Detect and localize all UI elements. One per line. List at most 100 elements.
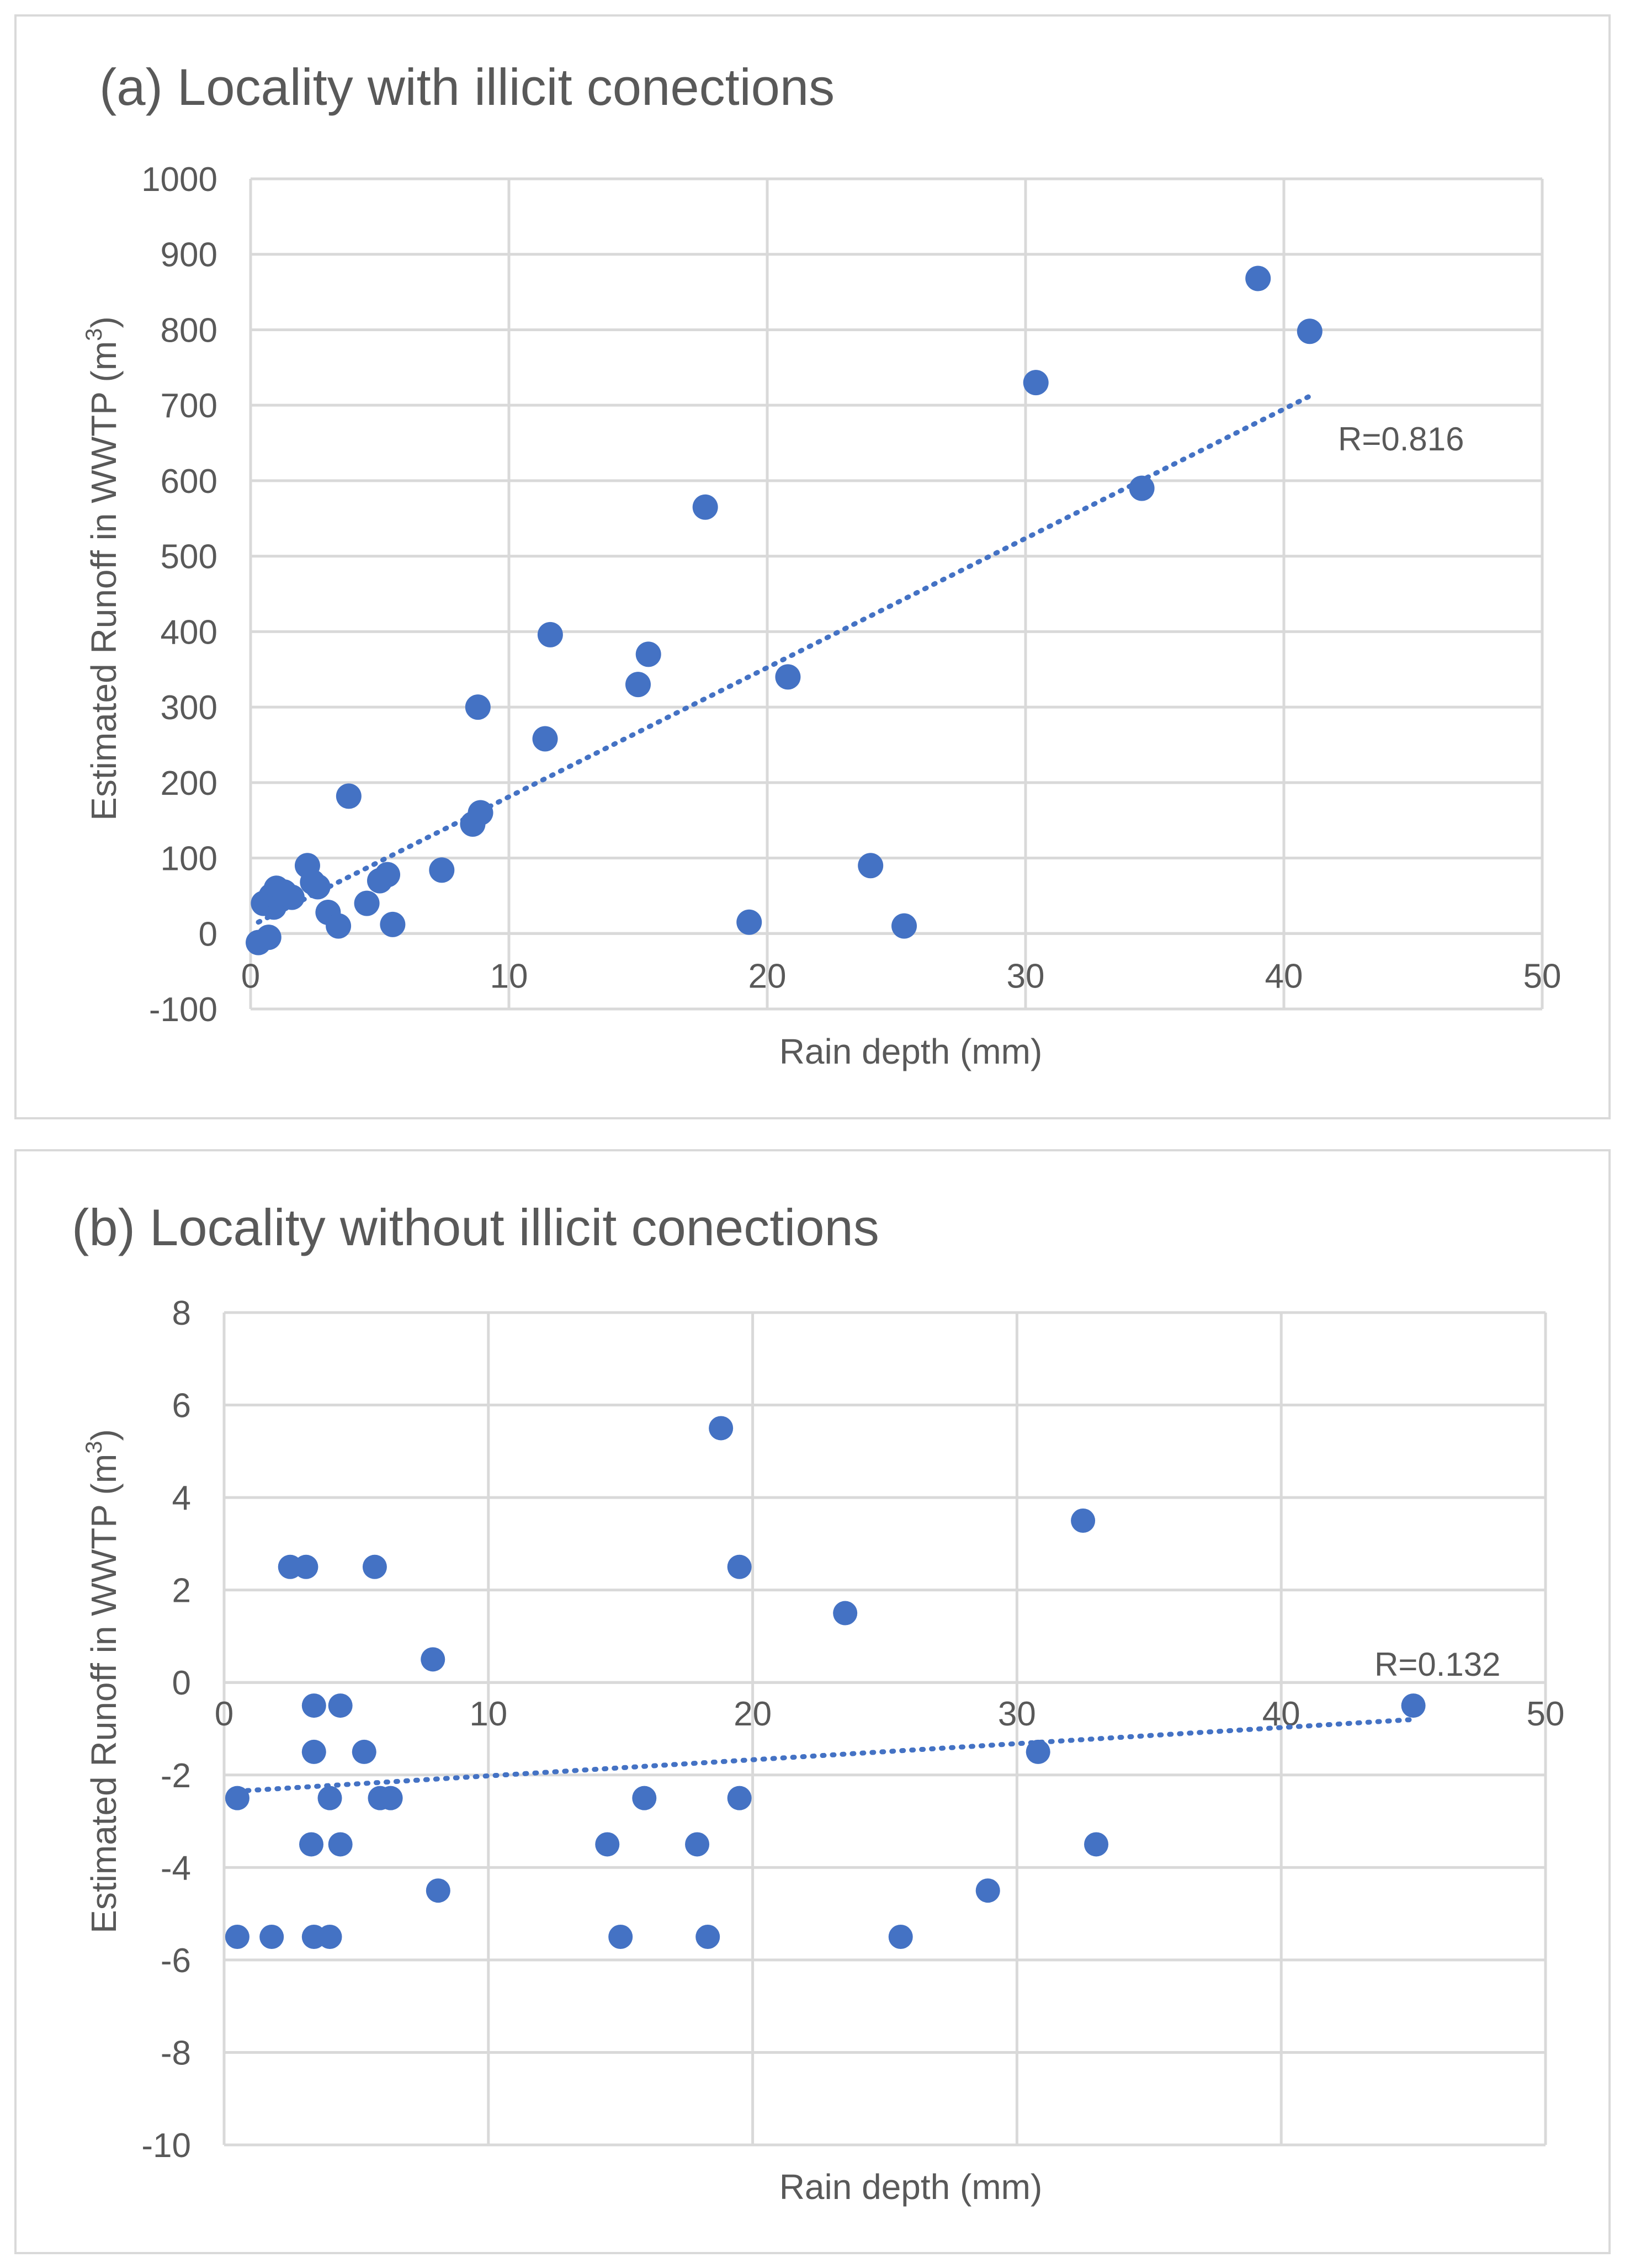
data-point	[632, 1786, 657, 1810]
x-axis-label: Rain depth (mm)	[779, 1032, 1043, 1071]
x-tick-label: 20	[748, 957, 787, 995]
data-point	[326, 913, 352, 939]
chart-title: (b) Locality without illicit conections	[72, 1198, 879, 1256]
data-point	[891, 913, 917, 939]
data-point	[317, 1925, 342, 1949]
y-tick-label: 4	[172, 1479, 191, 1517]
data-point	[301, 1739, 326, 1764]
gridlines	[249, 177, 1544, 1011]
scatter-chart-b: (b) Locality without illicit conections …	[72, 1198, 1564, 2207]
trendline-layer	[256, 394, 1313, 925]
y-tick-label: 700	[161, 387, 217, 425]
y-tick-label: 300	[161, 689, 217, 727]
y-tick-label: -6	[161, 1942, 191, 1980]
tick-labels: -100 0 100 200 300 400 500 600 700 800 900 1000 0 10 2…	[141, 161, 1561, 1029]
y-axis-label-superscript: 3	[81, 1441, 107, 1453]
x-tick-label: 30	[998, 1695, 1036, 1733]
y-axis-label: Estimated Runoff in WWTP (m3)	[81, 1429, 124, 1934]
data-point	[833, 1601, 858, 1626]
y-tick-label: 100	[161, 840, 217, 878]
x-tick-label: 0	[241, 957, 260, 995]
y-tick-label: -100	[149, 991, 217, 1029]
y-tick-label: 500	[161, 538, 217, 576]
trendline-label: R=0.816	[1338, 421, 1464, 458]
data-point	[775, 664, 801, 690]
gridlines	[222, 1311, 1547, 2147]
data-point	[888, 1925, 913, 1949]
y-axis-label-main: Estimated Runoff in WWTP (m	[84, 1454, 124, 1934]
data-points	[246, 265, 1323, 955]
chart-panel-b: (b) Locality without illicit conections …	[14, 1149, 1611, 2254]
y-tick-label: 0	[172, 1664, 191, 1702]
data-point	[380, 911, 406, 937]
data-point	[259, 1925, 284, 1949]
data-point	[305, 874, 331, 900]
data-point	[421, 1647, 445, 1672]
data-point	[336, 783, 362, 809]
data-point	[317, 1786, 342, 1810]
x-axis-label: Rain depth (mm)	[779, 2167, 1043, 2207]
data-point	[1084, 1832, 1109, 1857]
y-tick-label: 6	[172, 1387, 191, 1425]
data-point	[225, 1925, 249, 1949]
y-tick-label: -10	[141, 2127, 191, 2165]
trendline	[256, 394, 1313, 925]
data-point	[378, 1786, 403, 1810]
x-tick-label: 0	[215, 1695, 233, 1733]
data-point	[352, 1739, 376, 1764]
y-tick-label: 1000	[141, 161, 217, 199]
x-tick-label: 50	[1527, 1695, 1565, 1733]
data-point	[1245, 265, 1271, 291]
y-tick-label: 800	[161, 311, 217, 349]
y-tick-label: 900	[161, 236, 217, 274]
data-point	[1129, 475, 1155, 501]
data-point	[709, 1416, 734, 1441]
data-point	[1023, 370, 1049, 396]
data-point	[1071, 1509, 1096, 1533]
data-point	[429, 857, 455, 883]
y-tick-label: -4	[161, 1849, 191, 1887]
x-tick-label: 30	[1007, 957, 1045, 995]
data-point	[225, 1786, 249, 1810]
data-points	[225, 1416, 1426, 1949]
data-point	[858, 853, 884, 879]
data-point	[328, 1832, 353, 1857]
data-point	[736, 909, 762, 935]
y-tick-label: 0	[199, 915, 217, 953]
data-point	[1401, 1693, 1426, 1718]
y-tick-label: 200	[161, 764, 217, 803]
data-point	[635, 641, 661, 667]
data-point	[1297, 318, 1323, 344]
chart-panel-a: (a) Locality with illicit conections Rai…	[14, 14, 1611, 1119]
trendline-label: R=0.132	[1374, 1646, 1501, 1683]
data-point	[354, 890, 380, 916]
y-tick-label: 8	[172, 1294, 191, 1332]
data-point	[532, 726, 558, 752]
data-point	[279, 884, 305, 910]
data-point	[595, 1832, 620, 1857]
data-point	[1026, 1739, 1050, 1764]
data-point	[468, 800, 493, 826]
data-point	[375, 862, 401, 888]
data-point	[537, 622, 563, 647]
data-point	[328, 1693, 353, 1718]
y-tick-label: -2	[161, 1757, 191, 1795]
x-tick-label: 10	[490, 957, 528, 995]
y-axis-label-superscript: 3	[81, 328, 107, 341]
data-point	[294, 1554, 318, 1579]
x-tick-label: 50	[1523, 957, 1562, 995]
y-tick-label: 600	[161, 463, 217, 501]
data-point	[695, 1925, 720, 1949]
scatter-chart-a: (a) Locality with illicit conections Rai…	[81, 58, 1561, 1071]
data-point	[685, 1832, 710, 1857]
x-tick-label: 20	[734, 1695, 772, 1733]
data-point	[426, 1878, 450, 1903]
y-axis-label: Estimated Runoff in WWTP (m3)	[81, 316, 124, 821]
data-point	[362, 1554, 387, 1579]
y-axis-label-end: )	[84, 1429, 124, 1441]
data-point	[299, 1832, 324, 1857]
data-point	[727, 1786, 752, 1810]
chart-title: (a) Locality with illicit conections	[99, 58, 835, 116]
data-point	[727, 1554, 752, 1579]
